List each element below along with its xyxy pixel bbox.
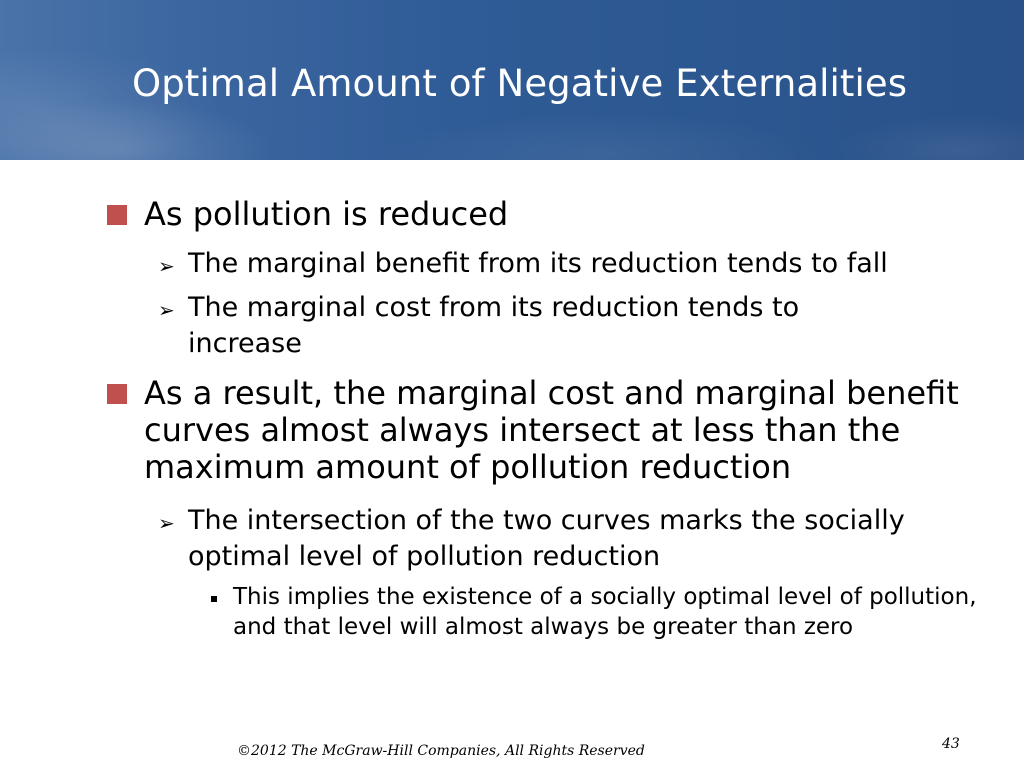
red-square-bullet-icon [107, 205, 127, 225]
small-square-bullet-icon [211, 596, 217, 602]
page-number: 43 [942, 736, 960, 752]
bullet-1-2-text: The marginal cost from its reduction ten… [188, 292, 800, 359]
arrowhead-bullet-icon: ➢ [158, 298, 175, 322]
copyright-footer: ©2012 The McGraw-Hill Companies, All Rig… [237, 743, 645, 759]
arrowhead-bullet-icon: ➢ [158, 254, 175, 278]
bullet-2-1-text: The intersection of the two curves marks… [188, 505, 905, 572]
bullet-1-text: As pollution is reduced [144, 195, 509, 233]
slide-header: Optimal Amount of Negative Externalities [0, 0, 1024, 160]
bullet-2-1-1-text: This implies the existence of a socially… [233, 584, 977, 640]
bullet-1-1-text: The marginal benefit from its reduction … [188, 248, 888, 279]
slide-title: Optimal Amount of Negative Externalities [132, 62, 908, 105]
bullet-2-text: As a result, the marginal cost and margi… [144, 374, 959, 486]
arrowhead-bullet-icon: ➢ [158, 511, 175, 535]
red-square-bullet-icon [107, 384, 127, 404]
